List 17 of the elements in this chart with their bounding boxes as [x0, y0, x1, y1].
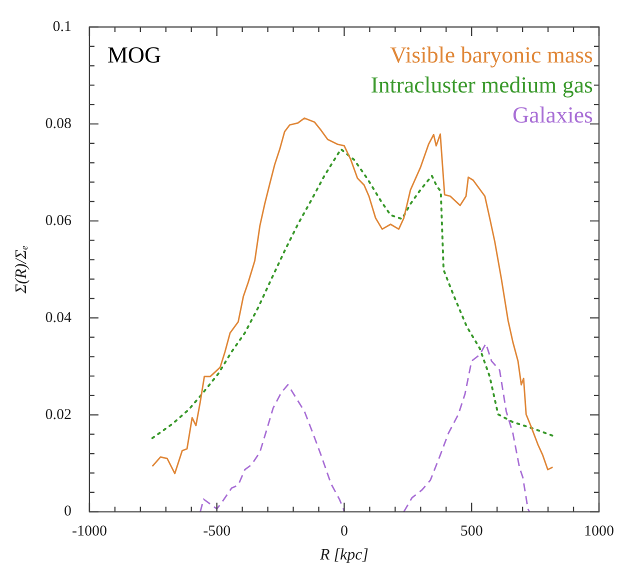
y-tick-label: 0.02 — [45, 406, 72, 423]
x-tick-label: 500 — [460, 524, 483, 540]
x-tick-label: -500 — [203, 524, 231, 540]
y-tick-label: 0 — [64, 504, 72, 520]
x-tick-label: 1000 — [584, 524, 614, 540]
y-axis-title: Σ(R)/Σₑ — [12, 245, 30, 294]
text: Intracluster medium gas — [370, 72, 594, 98]
y-tick-label: 0.1 — [52, 18, 72, 35]
y-tick-label: 0.08 — [45, 116, 72, 132]
x-tick-label: -1000 — [72, 524, 107, 540]
text: Visible baryonic mass — [390, 42, 594, 68]
x-tick-label: 0 — [340, 524, 348, 540]
y-tick-label: 0.06 — [45, 212, 72, 229]
text: Galaxies — [512, 102, 594, 128]
x-axis-title: R [kpc] — [319, 546, 368, 564]
y-tick-label: 0.04 — [45, 310, 72, 326]
annotation: MOG — [107, 42, 162, 68]
